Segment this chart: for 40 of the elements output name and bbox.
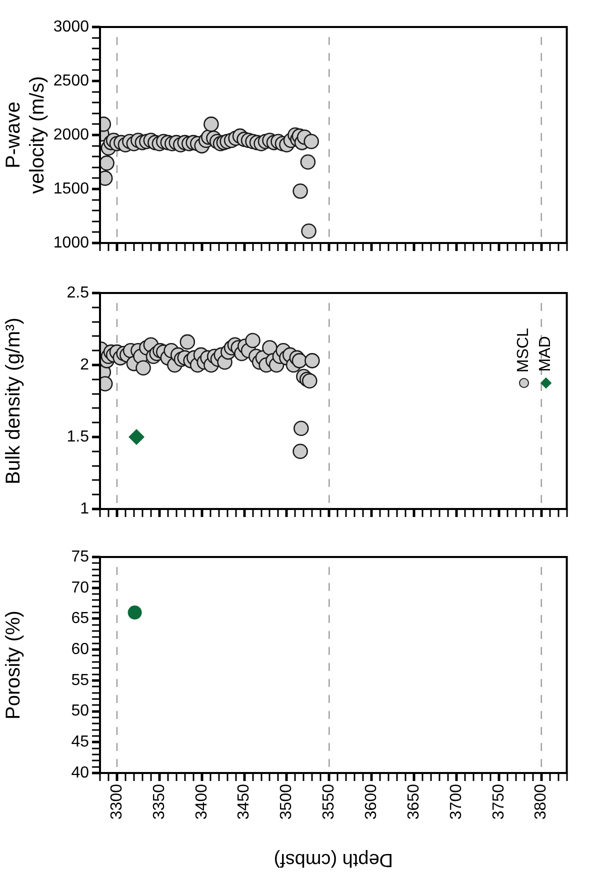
y-tick-label: 1.5 xyxy=(66,428,90,446)
point xyxy=(204,116,219,132)
y-tick-label: 55 xyxy=(71,672,90,689)
y-tick-label: 45 xyxy=(71,734,90,751)
x-tick-label: 3800 xyxy=(532,784,550,820)
y-axis-title: Porosity (%) xyxy=(2,610,25,720)
x-tick-label: 3700 xyxy=(448,784,465,820)
y-tick-label: 2000 xyxy=(53,126,90,144)
text: MAD xyxy=(536,336,555,372)
y-tick-label: 1000 xyxy=(53,234,90,252)
y-axis-title: P-wave velocity (m/s) xyxy=(2,76,49,194)
x-tick-label: 3550 xyxy=(320,784,338,820)
y-tick-label: 40 xyxy=(71,764,90,782)
y-tick-label: 2.5 xyxy=(66,284,90,302)
point xyxy=(300,154,316,170)
y-tick-label: 2500 xyxy=(53,72,90,90)
point xyxy=(100,155,114,171)
y-axis-title: Bulk density (g/m³) xyxy=(2,318,25,484)
x-tick-label: 3350 xyxy=(150,784,168,820)
y-tick-label: 3000 xyxy=(53,18,90,36)
x-tick-label: 3400 xyxy=(193,784,210,820)
y-tick-label: 60 xyxy=(71,640,90,658)
y-tick-label: 70 xyxy=(71,579,90,596)
point xyxy=(301,223,316,239)
y-tick-label: 1 xyxy=(80,500,90,518)
x-axis-title: Depth (cmbsf) xyxy=(274,848,394,870)
point xyxy=(304,134,319,150)
y-tick-label: 75 xyxy=(71,548,90,566)
y-tick-label: 65 xyxy=(71,610,90,628)
y-tick-label: 50 xyxy=(71,702,90,720)
point xyxy=(292,184,308,199)
x-tick-label: 3650 xyxy=(405,784,422,820)
x-tick-label: 3600 xyxy=(363,784,380,820)
x-tick-label: 3300 xyxy=(108,784,126,820)
y-tick-label: 1500 xyxy=(53,180,90,198)
x-tick-label: 3750 xyxy=(490,784,508,820)
text: MSCL xyxy=(514,328,533,372)
x-tick-label: 3450 xyxy=(236,784,253,820)
y-tick-label: 2 xyxy=(80,356,90,374)
x-tick-label: 3500 xyxy=(278,784,296,820)
